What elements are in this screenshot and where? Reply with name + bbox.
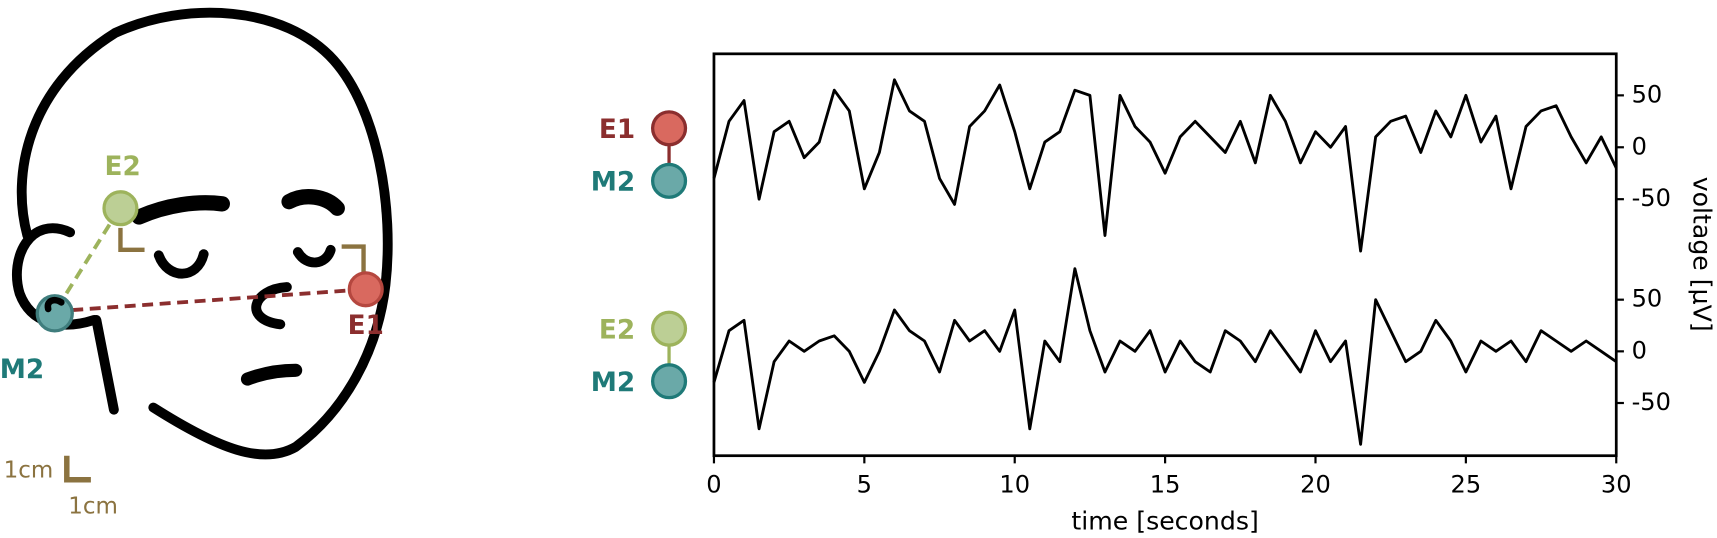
x-tick-label: 10 — [999, 470, 1030, 498]
eyebrow — [131, 195, 230, 225]
y-axis-label: voltage [μV] — [1688, 177, 1717, 332]
scale-label: 1cm — [68, 494, 118, 520]
electrode-label: E1 — [348, 311, 384, 341]
scale-label: 1cm — [4, 458, 54, 484]
head-diagram: E2 E1 M2 1cm 1cm — [0, 7, 393, 520]
electrode — [102, 190, 139, 227]
channel-label: E1 — [599, 115, 635, 145]
channel-electrode — [650, 110, 688, 147]
y-tick-label: 50 — [1632, 285, 1663, 313]
x-tick-label: 0 — [706, 470, 721, 498]
bracket — [118, 227, 145, 253]
channel-label: M2 — [591, 168, 635, 198]
x-tick-label: 5 — [857, 470, 872, 498]
x-tick-label: 25 — [1451, 470, 1482, 498]
channel-electrode — [650, 363, 688, 400]
electrode — [347, 271, 384, 308]
eyebrow — [281, 189, 345, 216]
eye — [153, 249, 209, 279]
x-tick-label: 15 — [1150, 470, 1181, 498]
nose — [251, 282, 292, 330]
channel-label: M2 — [591, 368, 635, 398]
scale-bar — [64, 455, 91, 483]
electrode-label: M2 — [0, 355, 44, 385]
channel-electrode — [650, 162, 688, 199]
channel-electrode — [650, 310, 688, 347]
x-axis-label: time [seconds] — [1071, 506, 1258, 535]
channel-label: E2 — [599, 315, 635, 345]
electrode-label: E2 — [105, 152, 141, 182]
eye — [292, 244, 336, 268]
trace — [712, 267, 1618, 446]
mouth — [240, 363, 303, 386]
ear-inner — [44, 296, 65, 313]
y-tick-label: 50 — [1632, 80, 1663, 108]
head-outline — [16, 7, 393, 460]
y-tick-label: 0 — [1632, 336, 1647, 364]
trace — [712, 78, 1618, 253]
bracket — [341, 244, 366, 274]
jaw — [91, 314, 119, 415]
y-tick-label: -50 — [1632, 184, 1671, 212]
x-tick-label: 30 — [1601, 470, 1632, 498]
e1-link — [72, 288, 351, 312]
y-tick-label: -50 — [1632, 388, 1671, 416]
x-tick-label: 20 — [1300, 470, 1331, 498]
e2-link — [61, 223, 112, 300]
y-tick-label: 0 — [1632, 132, 1647, 160]
